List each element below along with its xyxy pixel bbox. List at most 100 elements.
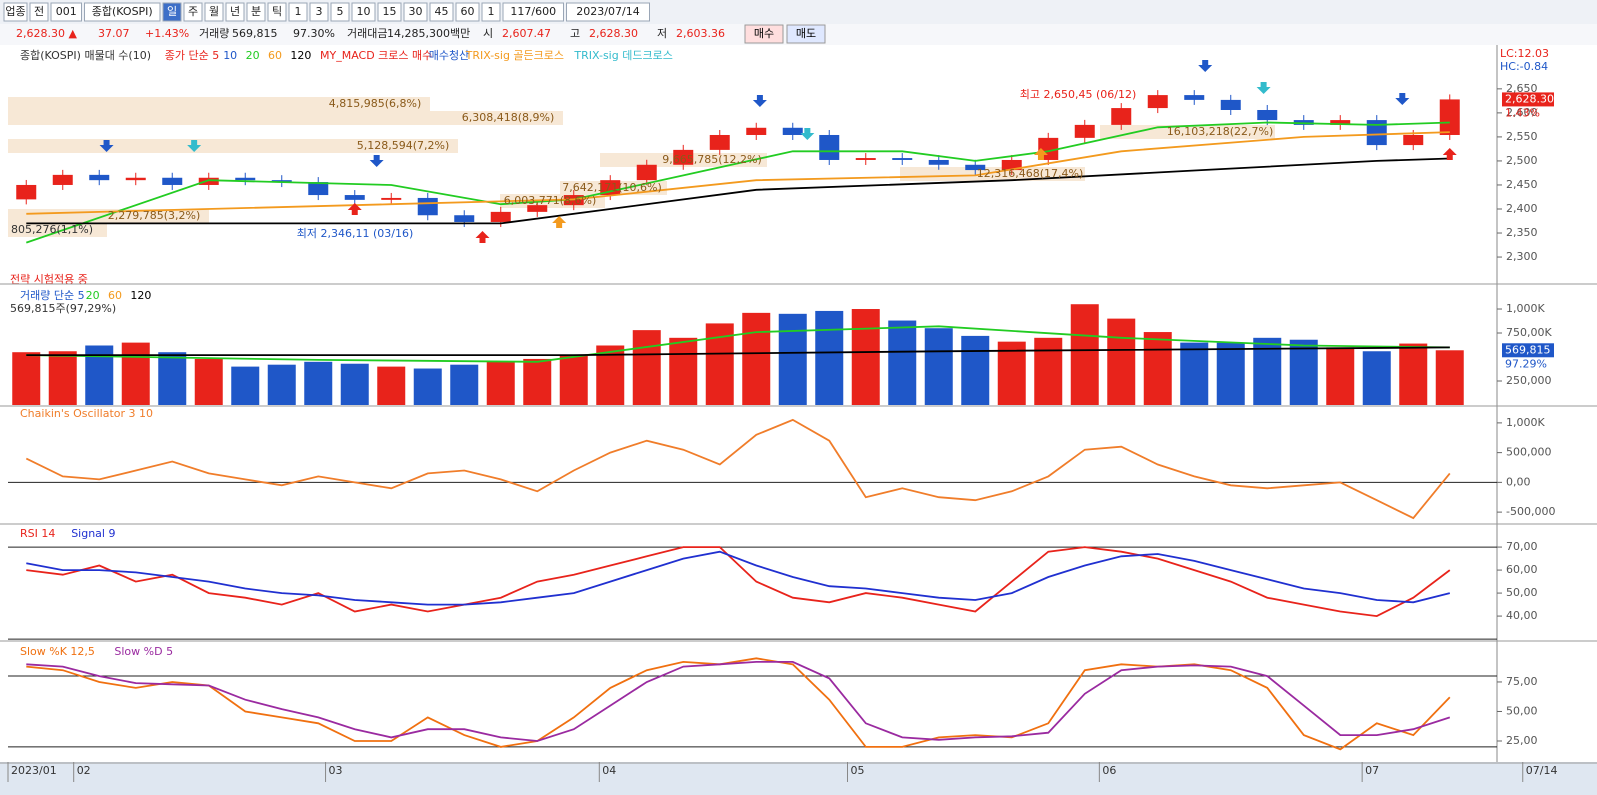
- x-tick-label: 07/14: [1526, 764, 1558, 777]
- toolbar-button[interactable]: [330, 2, 350, 22]
- toolbar-button[interactable]: [246, 2, 266, 22]
- volume-bar: [1107, 318, 1136, 405]
- volume-bar: [1180, 342, 1209, 405]
- volume-profile-band: [1100, 125, 1275, 139]
- toolbar-button[interactable]: [288, 2, 308, 22]
- toolbar-text[interactable]: 1: [295, 5, 302, 18]
- toolbar-text[interactable]: 업종: [5, 5, 25, 18]
- trade-button-text[interactable]: 매수: [754, 27, 774, 40]
- toolbar-text[interactable]: 년: [230, 5, 240, 18]
- candle-body: [928, 159, 949, 165]
- toolbar-button[interactable]: [351, 2, 376, 22]
- signal-arrow: [475, 231, 490, 243]
- toolbar-text[interactable]: 45: [435, 5, 449, 18]
- signal-arrow: [1256, 82, 1271, 94]
- candle-body: [636, 164, 657, 181]
- candle-body: [855, 158, 876, 160]
- candle-body: [125, 177, 146, 181]
- toolbar-text[interactable]: 틱: [272, 5, 282, 18]
- toolbar-text[interactable]: 월: [209, 5, 219, 18]
- x-tick-label: 02: [77, 764, 91, 777]
- toolbar-text[interactable]: 30: [409, 5, 423, 18]
- toolbar-button[interactable]: [3, 2, 28, 22]
- toolbar-text[interactable]: 1: [488, 5, 495, 18]
- toolbar-text[interactable]: 001: [56, 5, 77, 18]
- toolbar-text[interactable]: 주: [188, 5, 198, 18]
- volume-bar: [1143, 332, 1172, 405]
- trade-button[interactable]: [786, 24, 826, 44]
- candle-body: [235, 177, 256, 181]
- toolbar-button[interactable]: [481, 2, 501, 22]
- corner-hc: HC:-0.84: [1500, 60, 1548, 73]
- toolbar-text[interactable]: 3: [316, 5, 323, 18]
- legend-entry: 10: [223, 49, 237, 62]
- volume-bar: [778, 313, 807, 405]
- toolbar-button[interactable]: [225, 2, 245, 22]
- annotation: 9,665,785(12,2%): [662, 153, 762, 166]
- trade-button[interactable]: [744, 24, 784, 44]
- toolbar-button[interactable]: [84, 2, 161, 22]
- annotation: 최저 2,346,11 (03/16): [297, 227, 414, 240]
- candle-body: [1001, 159, 1022, 171]
- toolbar-button[interactable]: [309, 2, 329, 22]
- price-tag-pct: 1.43%: [1505, 106, 1540, 119]
- toolbar-button[interactable]: [502, 2, 564, 22]
- signal-arrow: [800, 128, 815, 140]
- candle-body: [1220, 99, 1241, 110]
- toolbar-text[interactable]: 분: [251, 5, 261, 18]
- legend-entry: 60: [108, 289, 122, 302]
- signal-arrow: [1395, 93, 1410, 105]
- series-line: [26, 121, 1450, 244]
- candle-body: [1111, 108, 1132, 125]
- info-text: 시: [483, 27, 493, 40]
- info-text: 거래량: [199, 27, 229, 40]
- candle-body: [454, 215, 475, 222]
- y-tick-label: 2,500: [1506, 154, 1538, 167]
- toolbar-text[interactable]: 15: [383, 5, 397, 18]
- trade-button-text[interactable]: 매도: [796, 27, 816, 40]
- toolbar-button[interactable]: [377, 2, 402, 22]
- series-line: [26, 657, 1451, 751]
- y-tick-label: 0,00: [1506, 475, 1531, 488]
- volume-bar: [1435, 350, 1464, 405]
- toolbar-text[interactable]: 60: [461, 5, 475, 18]
- toolbar-text[interactable]: 종합(KOSPI): [92, 5, 153, 18]
- legend-entry: 569,815주(97,29%): [10, 302, 116, 315]
- candle-body: [1366, 120, 1387, 146]
- info-text: 고: [570, 27, 580, 40]
- volume-bar: [815, 310, 844, 405]
- toolbar-button[interactable]: [162, 2, 182, 22]
- y-tick-label: 2,550: [1506, 130, 1538, 143]
- toolbar-button[interactable]: [566, 2, 650, 22]
- toolbar-button[interactable]: [29, 2, 49, 22]
- toolbar-button[interactable]: [183, 2, 203, 22]
- toolbar-button[interactable]: [403, 2, 428, 22]
- annotation: 최고 2,650,45 (06/12): [1020, 88, 1137, 101]
- toolbar-text[interactable]: 2023/07/14: [576, 5, 639, 18]
- volume-bar: [340, 363, 369, 405]
- toolbar-text[interactable]: 117/600: [510, 5, 556, 18]
- candle-body: [965, 164, 986, 171]
- signal-arrow: [1198, 60, 1213, 72]
- volume-profile-band: [8, 223, 107, 237]
- toolbar-text[interactable]: 10: [357, 5, 371, 18]
- toolbar-button[interactable]: [204, 2, 224, 22]
- info-text: 37.07: [98, 27, 130, 40]
- candle-body: [308, 182, 329, 196]
- candle-body: [527, 205, 548, 212]
- toolbar-button[interactable]: [267, 2, 287, 22]
- x-tick-label: 06: [1102, 764, 1116, 777]
- toolbar-button[interactable]: [50, 2, 82, 22]
- toolbar-text[interactable]: 5: [337, 5, 344, 18]
- toolbar-button[interactable]: [455, 2, 480, 22]
- volume-profile-band: [900, 167, 1085, 181]
- candle-body: [746, 127, 767, 135]
- volume-bar: [1034, 337, 1063, 405]
- y-tick-label: 70,00: [1506, 540, 1538, 553]
- toolbar-button[interactable]: [429, 2, 454, 22]
- toolbar-text[interactable]: 전: [34, 5, 44, 18]
- candle-body: [709, 134, 730, 150]
- corner-lc: LC:12.03: [1500, 47, 1549, 60]
- signal-arrow: [99, 140, 114, 152]
- toolbar-text[interactable]: 일: [167, 4, 177, 18]
